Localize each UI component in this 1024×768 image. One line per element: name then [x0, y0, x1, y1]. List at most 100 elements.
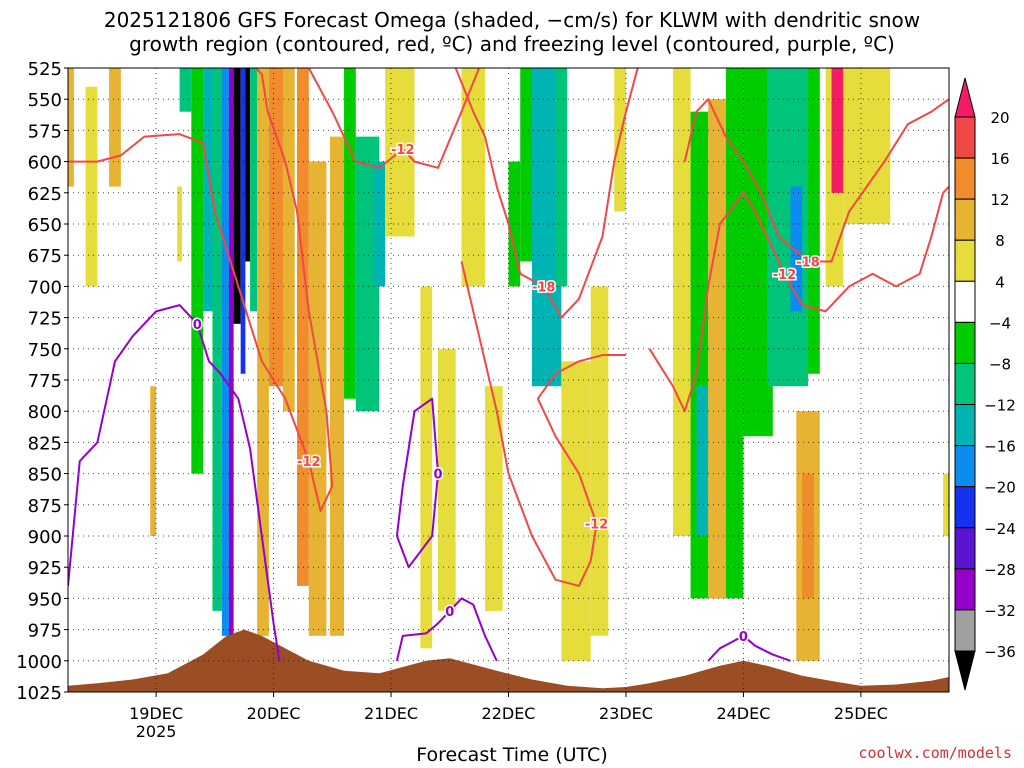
dendritic-contour-label: -12 — [585, 518, 609, 533]
chart-title-line-2: growth region (contoured, red, ºC) and f… — [129, 32, 895, 56]
omega-cell — [438, 348, 456, 611]
freezing-contour-label: 0 — [433, 468, 442, 483]
y-tick-label: 700 — [28, 277, 62, 298]
omega-cell — [708, 99, 726, 599]
x-tick-label: 23DEC — [599, 704, 653, 723]
omega-cell — [245, 68, 251, 262]
omega-cell — [228, 68, 234, 636]
omega-cell — [420, 286, 433, 649]
colorbar-segment — [954, 568, 976, 611]
omega-cell — [297, 68, 309, 586]
colorbar-segment — [954, 404, 976, 447]
terrain-silhouette — [68, 629, 949, 692]
dendritic-contour-line — [307, 68, 481, 169]
dendritic-contour-line — [68, 68, 334, 513]
y-tick-label: 600 — [28, 153, 62, 174]
freezing-contour-label: 0 — [193, 318, 202, 333]
freezing-contour-label: 0 — [445, 605, 454, 620]
y-tick-label: 925 — [28, 558, 62, 579]
colorbar-segment — [954, 157, 976, 200]
x-tick-label: 24DEC — [716, 704, 770, 723]
y-tick-label: 650 — [28, 215, 62, 236]
colorbar-label: 16 — [990, 150, 1009, 168]
omega-cell — [150, 386, 157, 536]
omega-cell — [212, 68, 222, 611]
omega-cell — [250, 68, 258, 312]
omega-cell — [85, 86, 98, 287]
dendritic-contour-label: -18 — [532, 280, 556, 295]
omega-cell — [233, 68, 241, 324]
colorbar-label: −36 — [984, 643, 1016, 661]
x-tick-label: 19DEC — [129, 704, 183, 723]
x-tick-label: 22DEC — [482, 704, 536, 723]
colorbar-segment — [954, 445, 976, 488]
colorbar-segment — [954, 609, 976, 652]
y-tick-label: 975 — [28, 621, 62, 642]
dendritic-contour-line — [460, 261, 626, 587]
omega-cell — [177, 186, 182, 262]
omega-cell — [179, 68, 192, 112]
freezing-contour-line — [395, 597, 498, 662]
colorbar-bottom-arrow — [954, 650, 976, 691]
y-tick-label: 725 — [28, 309, 62, 330]
colorbar-segment — [954, 486, 976, 529]
source-credit: coolwx.com/models — [858, 744, 1012, 762]
colorbar-label: −24 — [984, 520, 1016, 538]
y-tick-label: 900 — [28, 527, 62, 548]
y-tick-label: 875 — [28, 496, 62, 517]
freezing-contour-label: 0 — [739, 630, 748, 645]
omega-cell — [725, 68, 744, 599]
dendritic-contour-line — [454, 68, 639, 319]
colorbar-segment — [954, 116, 976, 159]
dendritic-contour-label: -12 — [391, 143, 415, 158]
freezing-contour-line — [707, 634, 791, 662]
y-tick-label: 750 — [28, 340, 62, 361]
omega-shading — [68, 68, 949, 661]
colorbar-label: −28 — [984, 561, 1016, 579]
omega-cell — [590, 286, 609, 636]
y-tick-label: 625 — [28, 184, 62, 205]
omega-cell — [831, 68, 844, 193]
omega-cell — [808, 68, 820, 374]
colorbar-label: 12 — [990, 191, 1009, 209]
omega-cell — [508, 161, 521, 287]
omega-cell — [109, 68, 121, 187]
y-tick-label: 575 — [28, 121, 62, 142]
colorbar-segment — [954, 239, 976, 282]
y-tick-label: 800 — [28, 402, 62, 423]
y-tick-label: 825 — [28, 433, 62, 454]
omega-cell — [672, 68, 691, 536]
omega-cell — [240, 68, 246, 374]
y-tick-label: 950 — [28, 589, 62, 610]
colorbar-label: 4 — [995, 273, 1005, 291]
omega-cell — [308, 161, 327, 636]
colorbar-segment — [954, 198, 976, 241]
colorbar-label: 8 — [995, 232, 1005, 250]
y-tick-label: 550 — [28, 90, 62, 111]
omega-cell — [561, 361, 591, 661]
colorbar-segment — [954, 362, 976, 406]
omega-cell — [221, 68, 229, 636]
omega-cell — [344, 68, 356, 399]
x-tick-label: 25DEC — [834, 704, 888, 723]
colorbar: 20 16 12 8 4 −4 −8 −12 −16 −20 −24 −28 −32 −36 — [954, 77, 1016, 691]
freezing-contour-line — [395, 397, 440, 569]
chart-title: 2025121806 GFS Forecast Omega (shaded, −… — [0, 8, 1024, 56]
dendritic-contour-line — [683, 98, 949, 263]
colorbar-segment — [954, 321, 976, 364]
omega-cell — [555, 68, 568, 287]
omega-cell — [843, 68, 891, 224]
y-tick-label: 525 — [28, 59, 62, 80]
y-tick-label: 1025 — [16, 683, 62, 704]
omega-cell — [373, 161, 386, 287]
y-tick-label: 675 — [28, 246, 62, 267]
omega-cell — [191, 68, 204, 474]
colorbar-label: 20 — [990, 109, 1009, 127]
colorbar-label: −4 — [989, 314, 1011, 332]
omega-cell — [790, 186, 803, 312]
colorbar-label: −20 — [984, 479, 1016, 497]
terrain-area — [68, 629, 949, 692]
colorbar-label: −16 — [984, 438, 1016, 456]
